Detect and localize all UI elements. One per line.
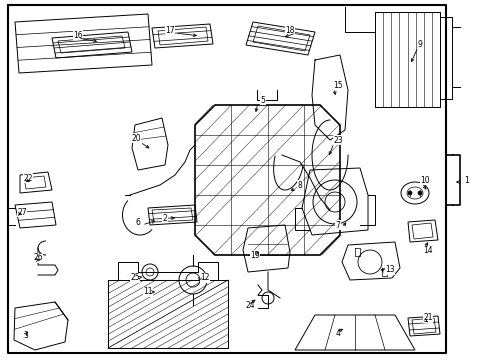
Text: 19: 19 <box>250 251 259 260</box>
Text: 14: 14 <box>422 246 432 255</box>
Text: 23: 23 <box>332 135 342 144</box>
Text: 21: 21 <box>423 314 432 323</box>
Text: 9: 9 <box>417 40 422 49</box>
Text: 11: 11 <box>143 288 152 297</box>
Text: 26: 26 <box>33 253 43 262</box>
Text: 16: 16 <box>73 31 82 40</box>
Text: 20: 20 <box>131 134 141 143</box>
Circle shape <box>417 191 421 195</box>
Text: 1: 1 <box>464 176 468 185</box>
Text: 13: 13 <box>385 266 394 274</box>
Text: 24: 24 <box>244 301 254 310</box>
Text: 25: 25 <box>130 274 140 283</box>
Text: 22: 22 <box>23 174 33 183</box>
Text: 17: 17 <box>165 26 174 35</box>
Text: 3: 3 <box>23 330 28 339</box>
Text: 10: 10 <box>419 176 429 185</box>
Text: 2: 2 <box>163 213 167 222</box>
Text: 6: 6 <box>135 217 140 226</box>
Text: 12: 12 <box>200 274 209 283</box>
Circle shape <box>407 191 411 195</box>
Text: 4: 4 <box>335 328 340 338</box>
Text: 5: 5 <box>260 95 265 104</box>
Text: 18: 18 <box>285 26 294 35</box>
Text: 8: 8 <box>297 180 302 189</box>
Text: 7: 7 <box>335 220 340 230</box>
Text: 27: 27 <box>17 207 27 216</box>
Text: 15: 15 <box>332 81 342 90</box>
